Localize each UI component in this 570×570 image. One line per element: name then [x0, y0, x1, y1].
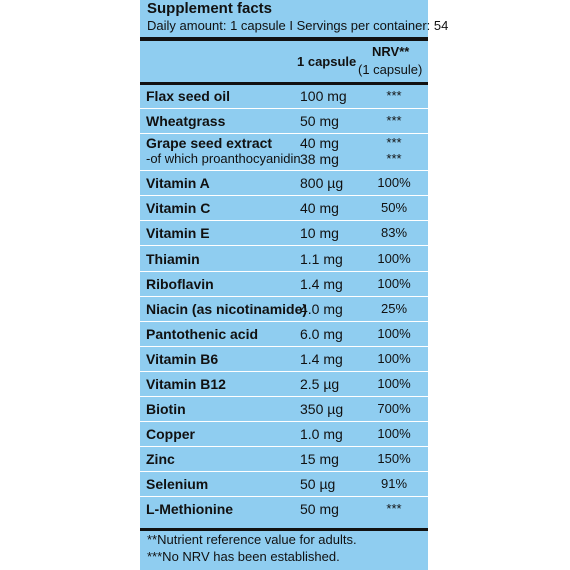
nutrient-nrv: 100% — [377, 251, 411, 266]
nutrient-subname: -of which proanthocyanidin — [146, 151, 301, 166]
nutrient-row: Vitamin A 800 µg 100% — [140, 172, 428, 196]
nrv-column-header: NRV** — [372, 44, 410, 59]
nutrient-name: Flax seed oil — [146, 88, 231, 104]
row-divider — [140, 346, 428, 347]
nutrient-amount: 1.4 mg — [300, 351, 343, 367]
nutrient-name: Selenium — [146, 476, 209, 492]
nutrient-name: Vitamin C — [146, 200, 211, 216]
nutrient-row: Selenium 50 µg 91% — [140, 473, 428, 497]
supplement-facts-panel — [140, 0, 428, 570]
nutrient-nrv: 100% — [377, 426, 411, 441]
nutrient-nrv: 91% — [380, 476, 408, 491]
nutrient-row: L-Methionine 50 mg *** — [140, 498, 428, 527]
nutrient-nrv: 700% — [377, 401, 411, 416]
nutrient-name: Thiamin — [146, 251, 200, 267]
nutrient-name: L-Methionine — [146, 501, 234, 517]
nutrient-amount: 10 mg — [300, 225, 339, 241]
nutrient-name: Biotin — [146, 401, 186, 417]
nutrient-row: Grape seed extract 40 mg *** -of which proa… — [140, 135, 428, 171]
nutrient-nrv: *** — [386, 88, 402, 103]
nutrient-amount: 800 µg — [300, 175, 344, 191]
row-divider — [140, 371, 428, 372]
nutrient-row: Copper 1.0 mg 100% — [140, 423, 428, 447]
nutrient-amount: 6.0 mg — [300, 326, 343, 342]
nrv-column-subheader: (1 capsule) — [358, 62, 423, 77]
row-divider — [140, 396, 428, 397]
row-divider — [140, 195, 428, 196]
nutrient-row: Wheatgrass 50 mg *** — [140, 110, 428, 134]
nutrient-nrv: 50% — [380, 200, 408, 215]
nutrient-name: Riboflavin — [146, 276, 214, 292]
footnote-nrv: **Nutrient reference value for adults. — [147, 532, 357, 547]
row-divider — [140, 271, 428, 272]
header-divider — [140, 82, 428, 85]
nutrient-name: Niacin (as nicotinamide) — [146, 301, 308, 317]
panel-subtitle: Daily amount: 1 capsule I Servings per c… — [147, 18, 449, 33]
bottom-divider — [140, 528, 428, 531]
row-divider — [140, 245, 428, 246]
row-divider — [140, 471, 428, 472]
nutrient-amount: 40 mg — [300, 135, 339, 151]
panel-title: Supplement facts — [147, 0, 273, 17]
nutrient-nrv: 100% — [377, 376, 411, 391]
nutrient-subamount: 38 mg — [300, 151, 339, 167]
nutrient-amount: 350 µg — [300, 401, 344, 417]
row-divider — [140, 321, 428, 322]
nutrient-row: Zinc 15 mg 150% — [140, 448, 428, 472]
row-divider — [140, 296, 428, 297]
nutrient-name: Vitamin B6 — [146, 351, 219, 367]
row-divider — [140, 220, 428, 221]
nutrient-row: Riboflavin 1.4 mg 100% — [140, 273, 428, 297]
nutrient-amount: 100 mg — [300, 88, 347, 104]
nutrient-amount: 50 mg — [300, 113, 339, 129]
nutrient-amount: 2.5 µg — [300, 376, 340, 392]
row-divider — [140, 446, 428, 447]
nutrient-amount: 50 mg — [300, 501, 339, 517]
nutrient-nrv: *** — [386, 501, 402, 516]
nutrient-amount: 1.4 mg — [300, 276, 343, 292]
nutrient-amount: 1.0 mg — [300, 426, 343, 442]
row-divider — [140, 496, 428, 497]
nutrient-row: Biotin 350 µg 700% — [140, 398, 428, 422]
nutrient-row: Flax seed oil 100 mg *** — [140, 85, 428, 109]
nutrient-nrv: 25% — [380, 301, 408, 316]
row-divider — [140, 170, 428, 171]
nutrient-row: Vitamin B6 1.4 mg 100% — [140, 348, 428, 372]
nutrient-name: Vitamin A — [146, 175, 210, 191]
nutrient-nrv: 100% — [377, 276, 411, 291]
footnote-no-nrv: ***No NRV has been established. — [147, 549, 340, 564]
nutrient-nrv: 150% — [377, 451, 411, 466]
row-divider — [140, 133, 428, 134]
nutrient-name: Zinc — [146, 451, 175, 467]
nutrient-name: Wheatgrass — [146, 113, 226, 129]
nutrient-row: Pantothenic acid 6.0 mg 100% — [140, 323, 428, 347]
nutrient-nrv: *** — [386, 135, 402, 150]
row-divider — [140, 108, 428, 109]
row-divider — [140, 421, 428, 422]
nutrient-nrv: 100% — [377, 175, 411, 190]
nutrient-amount: 50 µg — [300, 476, 336, 492]
nutrient-name: Vitamin E — [146, 225, 210, 241]
nutrient-row: Niacin (as nicotinamide) 4.0 mg 25% — [140, 298, 428, 322]
nutrient-nrv: 100% — [377, 326, 411, 341]
nutrient-name: Pantothenic acid — [146, 326, 259, 342]
nutrient-amount: 40 mg — [300, 200, 339, 216]
nutrient-subnrv: *** — [386, 151, 402, 166]
nutrient-amount: 1.1 mg — [300, 251, 343, 267]
nutrient-row: Vitamin C 40 mg 50% — [140, 197, 428, 221]
nutrient-amount: 15 mg — [300, 451, 339, 467]
nutrient-name: Grape seed extract — [146, 135, 273, 151]
nutrient-amount: 4.0 mg — [300, 301, 343, 317]
nutrient-row: Thiamin 1.1 mg 100% — [140, 248, 428, 272]
nutrient-name: Vitamin B12 — [146, 376, 226, 392]
nutrient-row: Vitamin B12 2.5 µg 100% — [140, 373, 428, 397]
nutrient-row: Vitamin E 10 mg 83% — [140, 222, 428, 246]
top-divider — [140, 37, 428, 41]
nutrient-name: Copper — [146, 426, 195, 442]
nutrient-nrv: 83% — [380, 225, 408, 240]
nutrient-nrv: 100% — [377, 351, 411, 366]
amount-column-header: 1 capsule — [297, 54, 357, 69]
nutrient-nrv: *** — [386, 113, 402, 128]
